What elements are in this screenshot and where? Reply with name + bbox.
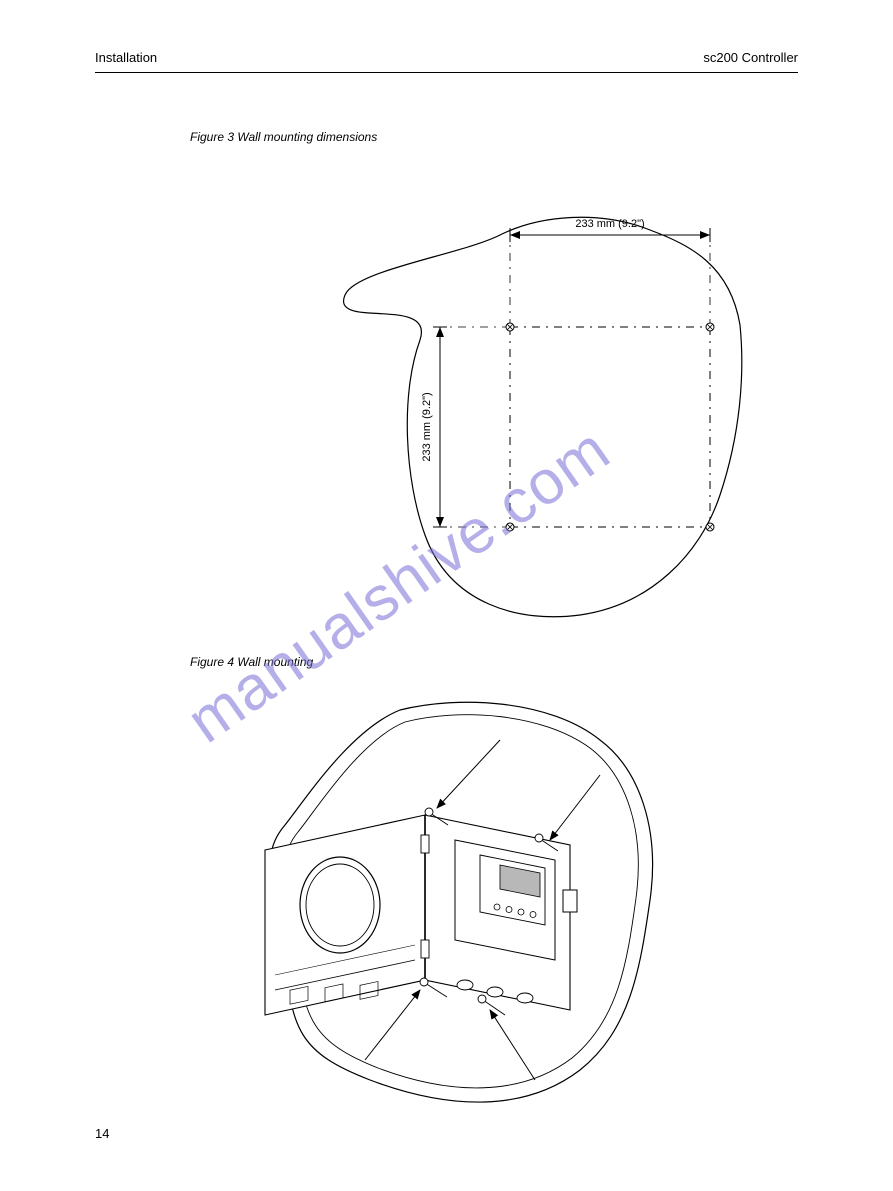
- figure1-caption: Figure 3 Wall mounting dimensions: [190, 130, 377, 144]
- header-right: sc200 Controller: [703, 50, 798, 65]
- page-number: 14: [95, 1126, 109, 1141]
- figure1-height-label: 233 mm (9.2"): [421, 392, 433, 461]
- figure1-diagram: 233 mm (9.2") 233 mm (9.2"): [190, 155, 750, 635]
- figure2-caption: Figure 4 Wall mounting: [190, 655, 313, 669]
- header-rule: [95, 72, 798, 73]
- figure1-width-label: 233 mm (9.2"): [575, 218, 644, 230]
- header-left: Installation: [95, 50, 157, 65]
- page: Installation sc200 Controller Figure 3 W…: [0, 0, 893, 1191]
- figure2-diagram: [150, 680, 710, 1140]
